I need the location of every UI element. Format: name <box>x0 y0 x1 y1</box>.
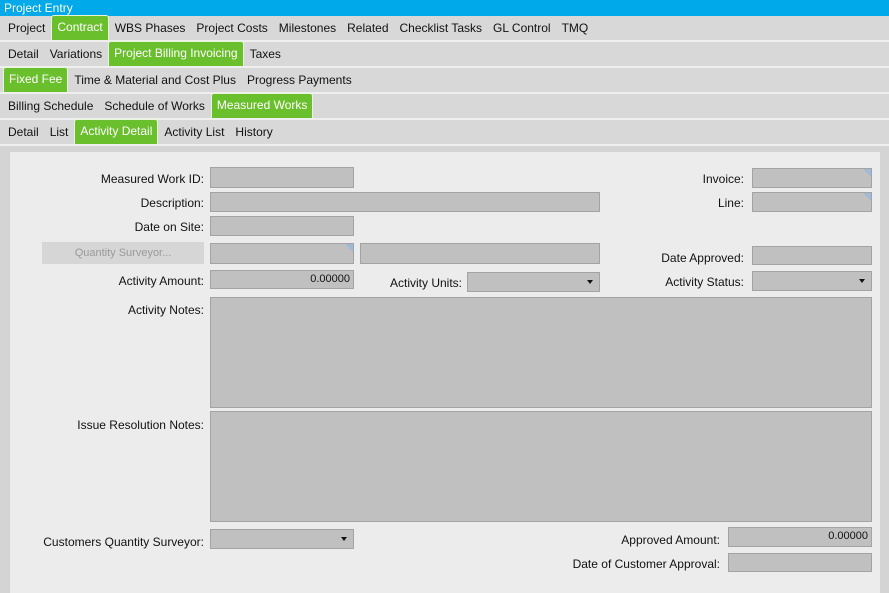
date-approved-field[interactable] <box>752 246 872 265</box>
chevron-down-icon <box>587 280 593 284</box>
invoice-label: Invoice: <box>702 172 744 186</box>
activity-detail-panel: Measured Work ID: Description: Date on S… <box>10 152 880 593</box>
measured-work-id-label: Measured Work ID: <box>100 172 204 186</box>
invoice-field[interactable] <box>752 168 872 188</box>
activity-notes-textarea[interactable] <box>210 297 872 408</box>
tab-variations[interactable]: Variations <box>49 47 103 61</box>
activity-units-label: Activity Units: <box>389 276 462 290</box>
tab-fixed-fee[interactable]: Fixed Fee <box>3 67 69 92</box>
customers-qs-select[interactable] <box>210 529 354 549</box>
activity-amount-label: Activity Amount: <box>118 274 204 288</box>
activity-status-select[interactable] <box>752 271 872 291</box>
activity-amount-field[interactable]: 0.00000 <box>210 270 354 289</box>
activity-notes-label: Activity Notes: <box>127 303 204 317</box>
issue-resolution-notes-textarea[interactable] <box>210 411 872 522</box>
tab-billing-schedule[interactable]: Billing Schedule <box>8 99 94 113</box>
tab-checklist-tasks[interactable]: Checklist Tasks <box>399 21 482 35</box>
tab-list[interactable]: List <box>49 125 69 139</box>
tab-project[interactable]: Project <box>8 21 46 35</box>
description-label: Description: <box>140 196 204 210</box>
date-approved-label: Date Approved: <box>661 251 744 265</box>
tab-activity-detail[interactable]: Activity Detail <box>74 119 159 144</box>
quantity-surveyor-name-field <box>360 243 600 264</box>
tab-progress-payments[interactable]: Progress Payments <box>246 73 352 87</box>
tab-row: Detail List Activity Detail Activity List Hi… <box>0 119 889 146</box>
tab-tmq[interactable]: TMQ <box>561 21 589 35</box>
window-title: Project Entry <box>0 0 889 16</box>
approved-amount-label: Approved Amount: <box>621 533 720 547</box>
tab-contract[interactable]: Contract <box>51 15 109 40</box>
activity-status-label: Activity Status: <box>665 275 744 289</box>
tab-row: Detail Variations Project Billing Invoicin… <box>0 41 889 68</box>
tab-wbs-phases[interactable]: WBS Phases <box>114 21 186 35</box>
tab-milestones[interactable]: Milestones <box>278 21 337 35</box>
measured-work-id-field[interactable] <box>210 167 354 188</box>
line-label: Line: <box>717 196 744 210</box>
tab-project-costs[interactable]: Project Costs <box>196 21 268 35</box>
approved-amount-field[interactable]: 0.00000 <box>728 527 872 547</box>
tab-row: Project Contract WBS Phases Project Costs Mi… <box>0 15 889 42</box>
tab-schedule-of-works[interactable]: Schedule of Works <box>104 99 205 113</box>
tab-row: Fixed Fee Time & Material and Cost Plus Pr… <box>0 67 889 94</box>
tab-time-material-and-cost-plus[interactable]: Time & Material and Cost Plus <box>74 73 236 87</box>
line-field[interactable] <box>752 192 872 212</box>
activity-units-select[interactable] <box>467 272 600 292</box>
tab-detail[interactable]: Detail <box>8 47 39 61</box>
tab-detail[interactable]: Detail <box>8 125 39 139</box>
tab-activity-list[interactable]: Activity List <box>164 125 225 139</box>
date-customer-approval-label: Date of Customer Approval: <box>572 557 720 571</box>
tab-gl-control[interactable]: GL Control <box>493 21 551 35</box>
quantity-surveyor-button[interactable]: Quantity Surveyor... <box>42 242 204 264</box>
tab-history[interactable]: History <box>235 125 273 139</box>
tab-project-billing-invoicing[interactable]: Project Billing Invoicing <box>108 41 244 66</box>
customers-qs-label: Customers Quantity Surveyor: <box>43 535 204 549</box>
description-field[interactable] <box>210 192 600 212</box>
chevron-down-icon <box>859 279 865 283</box>
tab-taxes[interactable]: Taxes <box>249 47 281 61</box>
date-on-site-label: Date on Site: <box>134 220 204 234</box>
tab-related[interactable]: Related <box>347 21 389 35</box>
quantity-surveyor-field[interactable] <box>210 243 354 264</box>
date-customer-approval-field[interactable] <box>728 553 872 572</box>
tab-measured-works[interactable]: Measured Works <box>210 93 314 118</box>
tab-row: Billing Schedule Schedule of Works Measure… <box>0 93 889 120</box>
issue-resolution-notes-label: Issue Resolution Notes: <box>77 418 204 432</box>
chevron-down-icon <box>341 537 347 541</box>
date-on-site-field[interactable] <box>210 216 354 236</box>
